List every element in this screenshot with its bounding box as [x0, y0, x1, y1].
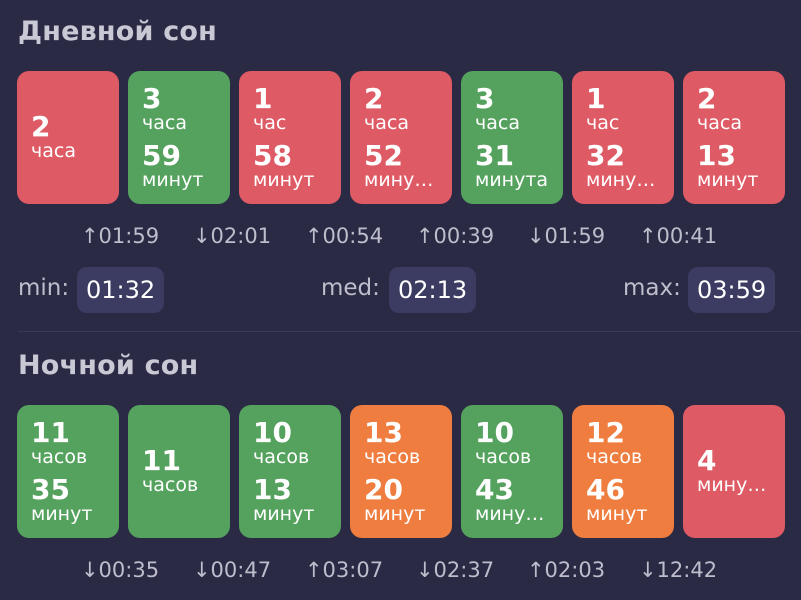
duration-unit: минут	[142, 169, 204, 191]
duration-unit: часов	[142, 475, 199, 496]
night-delta-2: ↓00:47	[192, 558, 272, 582]
night-delta-3: ↑03:07	[304, 558, 384, 582]
duration-unit: минут	[253, 169, 315, 191]
day-sleep-card-2[interactable]: 3 часа 59 минут	[128, 71, 230, 204]
duration-unit: часа	[697, 112, 742, 134]
day-delta-1: ↑01:59	[80, 224, 160, 248]
day-sleep-card-5[interactable]: 3 часа 31 минута	[461, 71, 563, 204]
duration-value: 52	[364, 138, 403, 172]
duration-unit: минут	[31, 503, 93, 525]
duration-value: 1	[253, 81, 273, 115]
med-value-badge: 02:13	[389, 267, 477, 313]
day-sleep-card-1[interactable]: 2 часа	[17, 71, 119, 204]
duration-value: 13	[253, 472, 292, 506]
duration-value: 12	[586, 415, 625, 449]
night-sleep-card-5[interactable]: 10 часов 43 мину…	[461, 405, 563, 538]
duration-unit: минут	[586, 503, 648, 525]
night-sleep-card-1[interactable]: 11 часов 35 минут	[17, 405, 119, 538]
night-sleep-title: Ночной сон	[18, 350, 199, 381]
duration-value: 10	[253, 415, 292, 449]
day-delta-5: ↓01:59	[526, 224, 606, 248]
duration-unit: мину…	[697, 475, 767, 496]
duration-value: 10	[475, 415, 514, 449]
duration-value: 58	[253, 138, 292, 172]
day-delta-6: ↑00:41	[638, 224, 718, 248]
night-sleep-card-3[interactable]: 10 часов 13 минут	[239, 405, 341, 538]
night-delta-1: ↓00:35	[80, 558, 160, 582]
duration-unit: часов	[475, 446, 532, 468]
duration-value: 2	[31, 110, 51, 143]
min-label: min:	[18, 275, 70, 301]
duration-unit: минут	[253, 503, 315, 525]
night-delta-6: ↓12:42	[638, 558, 718, 582]
night-sleep-card-4[interactable]: 13 часов 20 минут	[350, 405, 452, 538]
night-sleep-card-2[interactable]: 11 часов	[128, 405, 230, 538]
duration-unit: часа	[31, 141, 76, 162]
duration-value: 35	[31, 472, 70, 506]
duration-unit: часа	[364, 112, 409, 134]
day-sleep-card-3[interactable]: 1 час 58 минут	[239, 71, 341, 204]
duration-value: 13	[697, 138, 736, 172]
duration-unit: мину…	[475, 503, 545, 525]
duration-value: 11	[142, 444, 181, 477]
duration-unit: мину…	[364, 169, 434, 191]
duration-value: 31	[475, 138, 514, 172]
duration-unit: часов	[586, 446, 643, 468]
day-delta-4: ↑00:39	[415, 224, 495, 248]
min-value-badge: 01:32	[77, 267, 165, 313]
duration-unit: часа	[475, 112, 520, 134]
duration-value: 20	[364, 472, 403, 506]
day-sleep-card-4[interactable]: 2 часа 52 мину…	[350, 71, 452, 204]
day-sleep-card-7[interactable]: 2 часа 13 минут	[683, 71, 785, 204]
duration-value: 11	[31, 415, 70, 449]
day-delta-2: ↓02:01	[192, 224, 272, 248]
duration-value: 4	[697, 444, 717, 477]
night-sleep-card-6[interactable]: 12 часов 46 минут	[572, 405, 674, 538]
night-delta-4: ↓02:37	[415, 558, 495, 582]
duration-value: 3	[475, 81, 495, 115]
duration-value: 2	[697, 81, 717, 115]
duration-unit: час	[586, 112, 620, 134]
duration-value: 43	[475, 472, 514, 506]
night-delta-5: ↑02:03	[526, 558, 606, 582]
duration-unit: минут	[697, 169, 759, 191]
night-sleep-card-7[interactable]: 4 мину…	[683, 405, 785, 538]
day-sleep-title: Дневной сон	[18, 16, 218, 47]
med-label: med:	[321, 275, 380, 301]
duration-value: 1	[586, 81, 606, 115]
duration-unit: мину…	[586, 169, 656, 191]
duration-value: 13	[364, 415, 403, 449]
duration-unit: часов	[364, 446, 421, 468]
duration-value: 59	[142, 138, 181, 172]
duration-value: 3	[142, 81, 162, 115]
duration-value: 2	[364, 81, 384, 115]
max-value-badge: 03:59	[688, 267, 776, 313]
day-sleep-deltas: ↑01:59 ↓02:01 ↑00:54 ↑00:39 ↓01:59 ↑00:4…	[0, 224, 801, 254]
duration-unit: часов	[253, 446, 310, 468]
duration-unit: час	[253, 112, 287, 134]
duration-value: 32	[586, 138, 625, 172]
max-label: max:	[623, 275, 681, 301]
section-divider	[18, 331, 801, 332]
duration-unit: часов	[31, 446, 88, 468]
duration-value: 46	[586, 472, 625, 506]
day-sleep-card-6[interactable]: 1 час 32 мину…	[572, 71, 674, 204]
duration-unit: минута	[475, 169, 549, 191]
day-delta-3: ↑00:54	[304, 224, 384, 248]
night-sleep-deltas: ↓00:35 ↓00:47 ↑03:07 ↓02:37 ↑02:03 ↓12:4…	[0, 558, 801, 588]
duration-unit: минут	[364, 503, 426, 525]
duration-unit: часа	[142, 112, 187, 134]
